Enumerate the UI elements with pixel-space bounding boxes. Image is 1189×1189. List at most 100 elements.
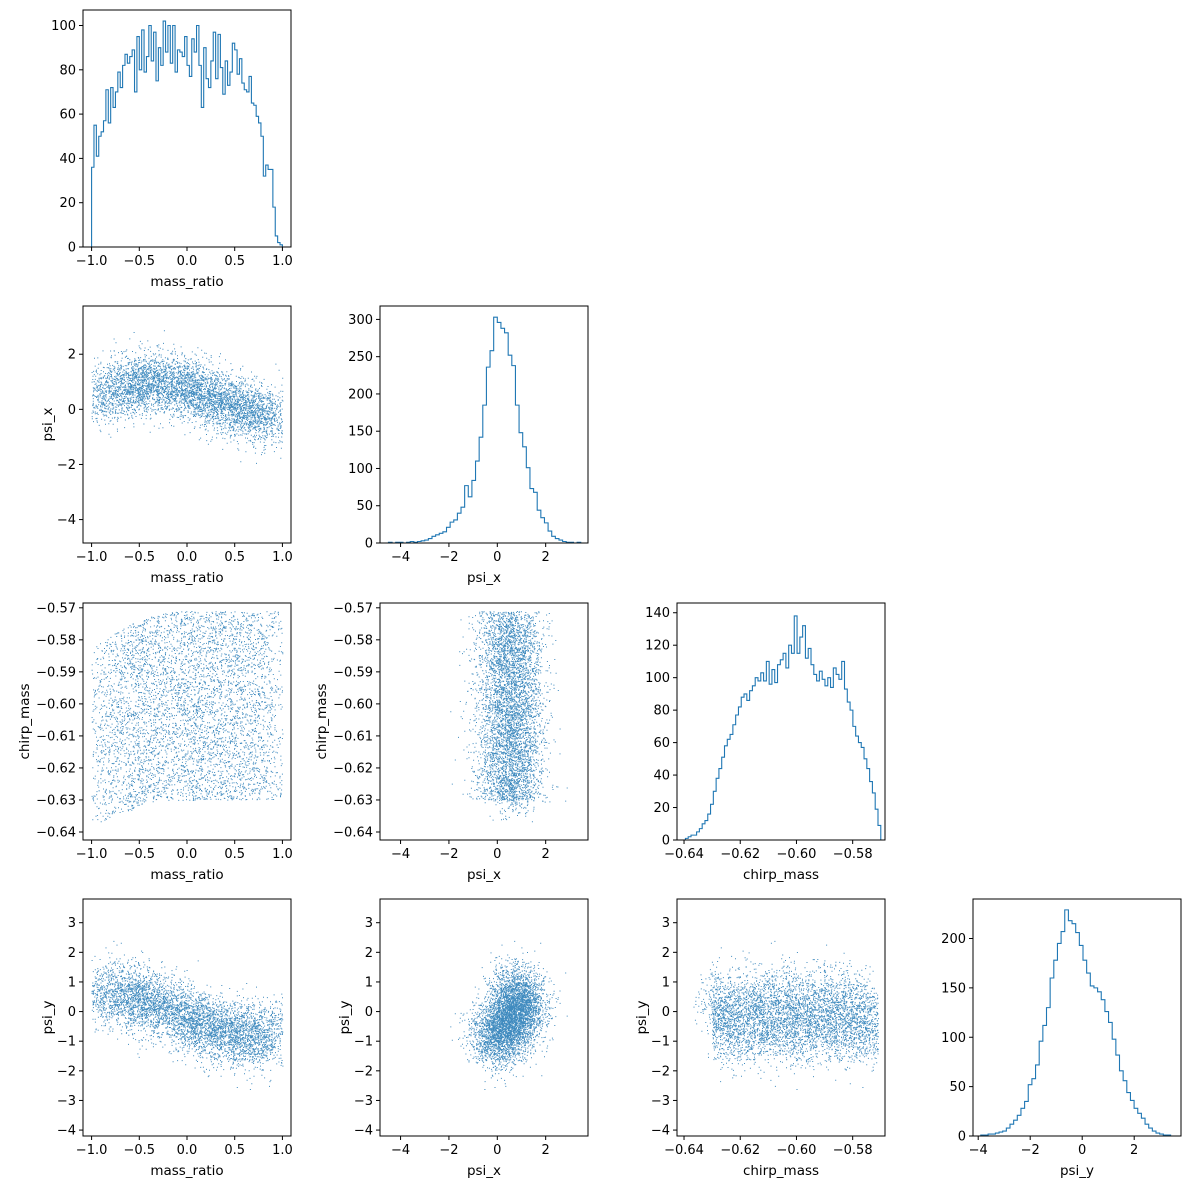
y-tick-label: −0.60	[36, 697, 76, 712]
histogram-mass_ratio: −1.0 −0.5 0.0 0.5 1.0 mass_ratio 0 20 40 60 80 100	[51, 9, 293, 290]
y-tick-label: −0.61	[36, 729, 76, 744]
x-tick-label: −4	[391, 847, 410, 862]
x-tick-label: 0.5	[224, 550, 245, 565]
scatter-points	[91, 940, 284, 1090]
y-tick-label: 50	[949, 1080, 966, 1095]
x-tick-label: 0	[493, 1143, 501, 1158]
x-tick-label: −2	[439, 1143, 458, 1158]
scatter-point-marks	[91, 330, 284, 464]
y-tick-label: 100	[645, 671, 670, 686]
y-axis-label: psi_y	[40, 1000, 56, 1034]
y-tick-label: −0.60	[333, 697, 373, 712]
x-tick-label: 2	[542, 1143, 550, 1158]
y-tick-label: −0.57	[333, 601, 373, 616]
x-tick-label: 1.0	[272, 847, 293, 862]
y-tick-label: 250	[348, 350, 373, 365]
y-tick-label: 200	[348, 387, 373, 402]
y-tick-label: −1	[354, 1035, 373, 1050]
y-tick-label: −0.58	[36, 633, 76, 648]
scatter-psi_x-vs-chirp_mass: −4 −2 0 2 psi_x −0.64 −0.63 −0.62 −0.61 −0.60 −0.5…	[314, 601, 589, 883]
x-tick-label: 1.0	[272, 550, 293, 565]
y-tick-label: 150	[941, 981, 966, 996]
y-tick-label: 20	[59, 196, 76, 211]
x-tick-label: −1.0	[76, 1143, 108, 1158]
scatter-points	[450, 940, 568, 1090]
y-tick-label: 3	[68, 916, 76, 931]
x-tick-label: −0.60	[777, 1143, 817, 1158]
y-tick-label: −0.63	[333, 793, 373, 808]
y-tick-label: 0	[68, 403, 76, 418]
y-tick-label: −1	[651, 1035, 670, 1050]
y-tick-label: 80	[653, 704, 670, 719]
y-tick-label: 100	[51, 19, 76, 34]
x-tick-label: 0	[493, 847, 501, 862]
y-tick-label: −4	[354, 1124, 373, 1139]
scatter-points	[91, 330, 284, 464]
histogram-psi_x: −4 −2 0 2 psi_x 0 50 100 150 200 250 300	[348, 305, 589, 586]
y-tick-label: 80	[59, 63, 76, 78]
x-axis-label: mass_ratio	[150, 1163, 223, 1179]
y-tick-label: 0	[68, 1005, 76, 1020]
y-tick-label: −3	[651, 1094, 670, 1109]
y-tick-label: −0.59	[36, 665, 76, 680]
scatter-point-marks	[450, 940, 568, 1090]
x-tick-label: −1.0	[76, 550, 108, 565]
y-tick-label: −0.64	[36, 825, 76, 840]
y-tick-label: −3	[57, 1094, 76, 1109]
y-tick-label: 100	[941, 1031, 966, 1046]
histogram-chirp_mass: −0.64 −0.62 −0.60 −0.58 chirp_mass 0 20 40 60 80 1…	[645, 602, 886, 883]
y-tick-label: 0	[662, 1005, 670, 1020]
scatter-mass_ratio-vs-psi_y: −1.0 −0.5 0.0 0.5 1.0 mass_ratio −4 −3 −2 −1 0 1 2 3 p…	[40, 898, 293, 1179]
y-tick-label: 3	[662, 916, 670, 931]
y-tick-label: −0.61	[333, 729, 373, 744]
y-tick-label: −4	[57, 513, 76, 528]
y-tick-label: −2	[57, 1064, 76, 1079]
y-tick-label: −4	[57, 1124, 76, 1139]
y-tick-label: 2	[662, 946, 670, 961]
x-axis-label: mass_ratio	[150, 570, 223, 586]
x-tick-label: 0.5	[224, 847, 245, 862]
x-tick-label: −0.64	[664, 847, 704, 862]
x-tick-label: 0.0	[177, 254, 198, 269]
y-tick-label: 2	[365, 946, 373, 961]
axes-frame	[676, 898, 886, 1137]
x-tick-label: −1.0	[76, 847, 108, 862]
y-tick-label: −0.59	[333, 665, 373, 680]
x-axis-label: chirp_mass	[743, 867, 819, 883]
y-tick-label: 40	[653, 769, 670, 784]
scatter-point-marks	[91, 611, 284, 823]
x-tick-label: −2	[439, 550, 458, 565]
x-tick-label: 1.0	[272, 1143, 293, 1158]
x-tick-label: −0.62	[720, 1143, 760, 1158]
x-tick-label: −1.0	[76, 254, 108, 269]
y-tick-label: 50	[356, 499, 373, 514]
axes-frame	[379, 898, 589, 1137]
scatter-points	[91, 611, 284, 823]
x-axis-label: mass_ratio	[150, 867, 223, 883]
x-tick-label: 1.0	[272, 254, 293, 269]
y-tick-label: −0.62	[333, 761, 373, 776]
scatter-points	[450, 611, 568, 823]
y-tick-label: 0	[365, 1005, 373, 1020]
x-tick-label: 0	[1078, 1143, 1086, 1158]
y-tick-label: 200	[941, 932, 966, 947]
histogram-step-line	[91, 20, 283, 247]
scatter-point-marks	[450, 611, 568, 823]
x-tick-label: −0.58	[833, 847, 873, 862]
x-axis-label: mass_ratio	[150, 274, 223, 290]
y-tick-label: 0	[68, 241, 76, 256]
y-tick-label: −2	[354, 1064, 373, 1079]
x-tick-label: 2	[542, 847, 550, 862]
y-tick-label: 1	[662, 975, 670, 990]
x-tick-label: −2	[1021, 1143, 1040, 1158]
histogram-step-line	[684, 615, 882, 840]
y-tick-label: 120	[645, 639, 670, 654]
y-axis-label: psi_y	[337, 1000, 353, 1034]
y-tick-label: 2	[68, 946, 76, 961]
x-tick-label: 0.0	[177, 1143, 198, 1158]
x-tick-label: −0.5	[124, 550, 156, 565]
y-tick-label: 1	[365, 975, 373, 990]
y-axis-label: chirp_mass	[314, 683, 330, 759]
x-tick-label: 0.0	[177, 550, 198, 565]
